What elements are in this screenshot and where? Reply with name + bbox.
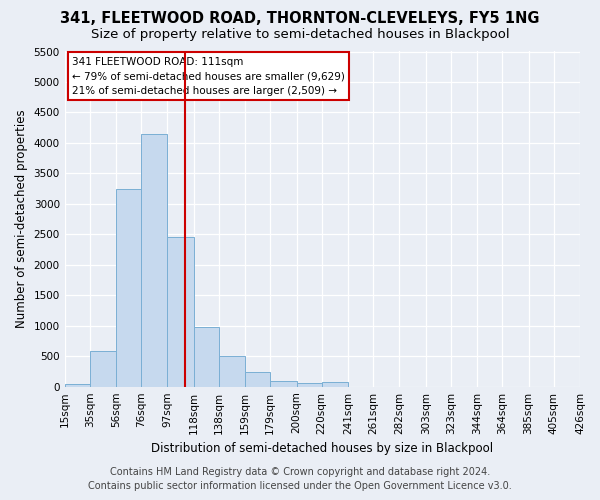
Text: Size of property relative to semi-detached houses in Blackpool: Size of property relative to semi-detach… — [91, 28, 509, 41]
Bar — [296, 383, 322, 386]
Bar — [141, 134, 167, 386]
X-axis label: Distribution of semi-detached houses by size in Blackpool: Distribution of semi-detached houses by … — [151, 442, 493, 455]
Bar — [219, 356, 245, 386]
Bar — [322, 382, 348, 386]
Bar — [270, 380, 296, 386]
Text: Contains HM Land Registry data © Crown copyright and database right 2024.
Contai: Contains HM Land Registry data © Crown c… — [88, 467, 512, 491]
Bar — [194, 327, 219, 386]
Bar — [167, 238, 194, 386]
Text: 341 FLEETWOOD ROAD: 111sqm
← 79% of semi-detached houses are smaller (9,629)
21%: 341 FLEETWOOD ROAD: 111sqm ← 79% of semi… — [73, 56, 345, 96]
Bar — [90, 352, 116, 386]
Bar — [65, 384, 90, 386]
Y-axis label: Number of semi-detached properties: Number of semi-detached properties — [15, 110, 28, 328]
Bar — [245, 372, 270, 386]
Text: 341, FLEETWOOD ROAD, THORNTON-CLEVELEYS, FY5 1NG: 341, FLEETWOOD ROAD, THORNTON-CLEVELEYS,… — [60, 11, 540, 26]
Bar — [116, 188, 141, 386]
